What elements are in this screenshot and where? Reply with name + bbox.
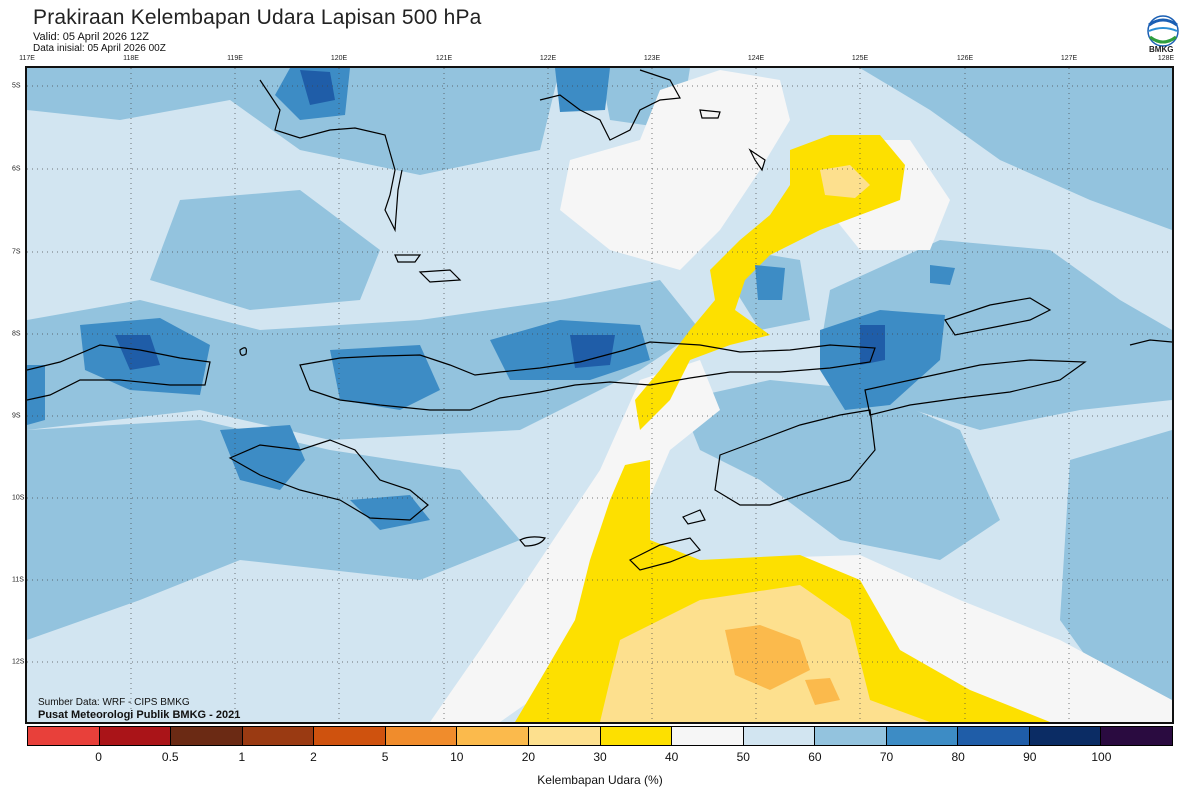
colorbar-segment [815, 727, 887, 745]
colorbar-unit-label: Kelembapan Udara (%) [537, 773, 663, 787]
lon-label: 121E [435, 55, 453, 62]
colorbar-tick-label: 90 [1023, 750, 1037, 764]
humidity-map-svg [27, 68, 1172, 722]
colorbar-tick-label: 0 [95, 750, 102, 764]
colorbar-segment [528, 727, 601, 745]
humidity-70-zone [150, 190, 380, 310]
colorbar-segment [743, 727, 816, 745]
lon-label: 118E [123, 55, 139, 62]
humidity-20-zone [725, 625, 810, 690]
humidity-90-zone [115, 335, 160, 370]
colorbar [27, 726, 1173, 746]
humidity-70-zone [860, 68, 1172, 230]
humidity-80-zone [330, 345, 440, 410]
lon-label: 122E [539, 55, 557, 62]
graticule [27, 68, 1172, 722]
humidity-80-zone [220, 425, 305, 490]
lon-label: 124E [747, 55, 765, 62]
humidity-map[interactable] [25, 66, 1174, 724]
humidity-80-zone [755, 265, 785, 300]
humidity-80-zone [27, 365, 45, 425]
colorbar-tick-label: 80 [951, 750, 965, 764]
colorbar-segment [242, 727, 315, 745]
lon-label: 128E [1157, 55, 1175, 62]
colorbar-tick-label: 5 [381, 750, 389, 764]
humidity-70-zone [27, 68, 560, 175]
colorbar-segment [958, 727, 1030, 745]
lon-label: 127E [1060, 55, 1078, 62]
humidity-70-zone [680, 380, 1000, 560]
colorbar-tick-label: 50 [736, 750, 750, 764]
bmkg-logo-text: BMKG [1149, 45, 1174, 54]
lat-label: 9S [12, 412, 21, 420]
colorbar-segment [28, 727, 100, 745]
humidity-70-zone [1060, 430, 1172, 720]
humidity-20-zone [805, 678, 840, 705]
lat-label: 5S [12, 82, 21, 90]
humidity-80-zone [555, 68, 610, 112]
colorbar-segment [385, 727, 458, 745]
colorbar-segment [600, 727, 673, 745]
colorbar-tick-label: 20 [521, 750, 536, 764]
colorbar-tick-label: 40 [664, 750, 679, 764]
colorbar-tick-label: 1 [238, 750, 246, 764]
lon-label: 125E [851, 55, 869, 62]
humidity-90-zone [300, 70, 335, 105]
bmkg-logo-icon [1147, 15, 1179, 47]
humidity-80-zone [930, 265, 955, 285]
colorbar-segment [314, 727, 386, 745]
humidity-80-zone [350, 495, 430, 530]
lon-label: 120E [330, 55, 348, 62]
humidity-90-zone [570, 335, 615, 368]
humidity-50-zone [430, 360, 720, 722]
colorbar-segment [672, 727, 744, 745]
colorbar-segment [1101, 727, 1172, 745]
data-source-credit: Sumber Data: WRF - CIPS BMKG [38, 697, 190, 708]
publisher-credit: Pusat Meteorologi Publik BMKG - 2021 [38, 709, 241, 721]
humidity-40-zone [635, 135, 905, 430]
coastlines [27, 69, 1172, 571]
humidity-70-zone [27, 420, 520, 640]
humidity-30-zone [820, 165, 870, 198]
colorbar-tick-label: 100 [1091, 750, 1112, 764]
colorbar-tick-label: 10 [450, 750, 464, 764]
lon-label: 117E [19, 55, 35, 62]
humidity-50-zone [560, 70, 790, 270]
map-title: Prakiraan Kelembapan Udara Lapisan 500 h… [33, 6, 482, 29]
colorbar-segment [457, 727, 529, 745]
lon-label: 126E [956, 55, 974, 62]
colorbar-segment [99, 727, 172, 745]
lat-label: 10S [12, 494, 25, 502]
colorbar-segment [1029, 727, 1102, 745]
valid-time: Valid: 05 April 2026 12Z [33, 31, 149, 43]
colorbar-tick-label: 30 [593, 750, 607, 764]
lon-label: 119E [227, 55, 243, 62]
init-time: Data inisial: 05 April 2026 00Z [33, 43, 166, 54]
lon-label: 123E [643, 55, 661, 62]
lat-label: 8S [12, 330, 21, 338]
lat-label: 12S [12, 658, 25, 666]
colorbar-tick-label: 60 [808, 750, 822, 764]
colorbar-segment [886, 727, 959, 745]
colorbar-segment [171, 727, 243, 745]
lat-label: 7S [12, 248, 21, 256]
colorbar-tick-label: 70 [879, 750, 894, 764]
lat-label: 11S [12, 576, 24, 584]
colorbar-tick-label: 0.5 [161, 750, 179, 764]
lat-label: 6S [12, 165, 21, 173]
humidity-90-zone [860, 325, 885, 365]
colorbar-tick-label: 2 [310, 750, 317, 764]
